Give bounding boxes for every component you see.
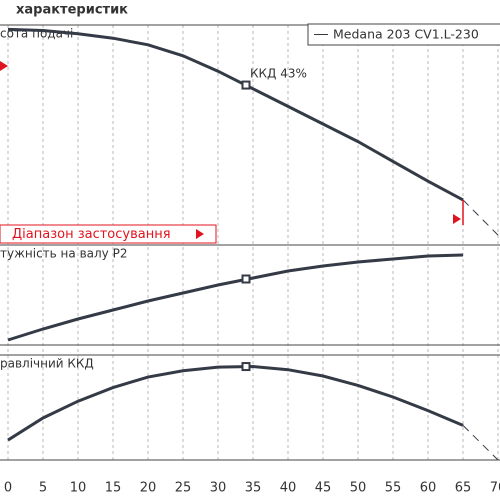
legend-label: Medana 203 CV1.L-230: [333, 27, 479, 42]
x-tick-label: 25: [175, 481, 192, 496]
x-tick-label: 50: [350, 481, 367, 496]
x-tick-label: 40: [280, 481, 297, 496]
range-box: [0, 224, 217, 244]
x-tick-label: 10: [70, 481, 87, 496]
x-tick-label: 60: [420, 481, 437, 496]
x-tick-label: 20: [140, 481, 157, 496]
x-tick-label: 45: [315, 481, 332, 496]
panel-label: тужність на валу P2: [0, 247, 127, 261]
x-tick-label: 65: [455, 481, 472, 496]
duty-point: [241, 362, 251, 372]
x-tick-label: 35: [245, 481, 262, 496]
x-tick-label: 15: [105, 481, 122, 496]
range-arrow: [196, 229, 204, 239]
duty-point: [241, 80, 251, 90]
x-tick-label: 30: [210, 481, 227, 496]
x-tick-label: 0: [4, 481, 12, 496]
x-tick-label: 55: [385, 481, 402, 496]
chart-title: характеристик: [16, 3, 128, 18]
curve: [7, 27, 464, 202]
annotation: ККД 43%: [250, 67, 307, 81]
range-label: Діапазон застосування: [12, 227, 171, 242]
range-marker: [453, 214, 461, 224]
curve-extension: [462, 424, 499, 461]
legend-box: [307, 23, 500, 46]
panel-label: равлічний ККД: [0, 357, 94, 371]
curve-extension: [462, 199, 499, 236]
curve: [7, 253, 464, 342]
duty-point: [241, 274, 251, 284]
range-marker: [0, 61, 8, 71]
x-tick-label: 5: [39, 481, 47, 496]
x-tick-label: 70: [490, 481, 500, 496]
curve: [7, 365, 464, 442]
